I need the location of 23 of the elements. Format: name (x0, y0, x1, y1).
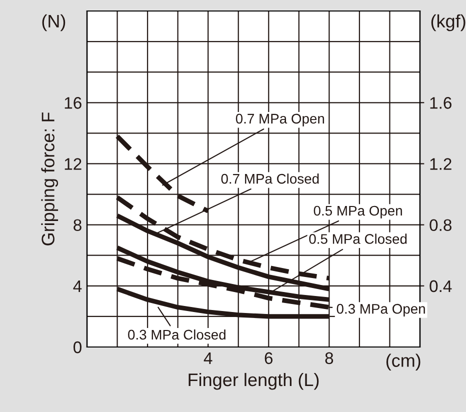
y-tick-label: 0 (74, 341, 82, 354)
annotation: 0.7 MPa Open (236, 114, 324, 126)
y2-tick-label: 1.6 (430, 97, 452, 109)
y-tick-label: 12 (64, 158, 82, 170)
text: (cm) (386, 354, 420, 371)
annotation: 0.5 MPa Closed (309, 234, 407, 244)
y2-tick-label: 0.8 (430, 219, 452, 232)
y2-tick-label: 0.4 (430, 280, 452, 292)
annotation: 0.7 MPa Closed (221, 174, 319, 184)
x-tick-label: 4 (204, 352, 212, 364)
text: (N) (42, 14, 66, 32)
y-axis-title: Gripping force: F (41, 112, 58, 246)
annotation: 0.3 MPa Open (336, 304, 425, 317)
text: (kgf) (431, 14, 466, 32)
x-axis-title: Finger length (L) (188, 372, 319, 390)
x-tick-label: 8 (325, 352, 334, 364)
y-tick-label: 4 (73, 280, 82, 292)
y2-tick-label: 1.2 (430, 158, 452, 170)
x-tick-label: 6 (264, 352, 273, 364)
annotation: 0.5 MPa Open (314, 206, 402, 218)
annotation: 0.3 MPa Closed (128, 329, 226, 340)
y-tick-label: 16 (64, 97, 82, 109)
y-tick-label: 8 (74, 219, 82, 232)
